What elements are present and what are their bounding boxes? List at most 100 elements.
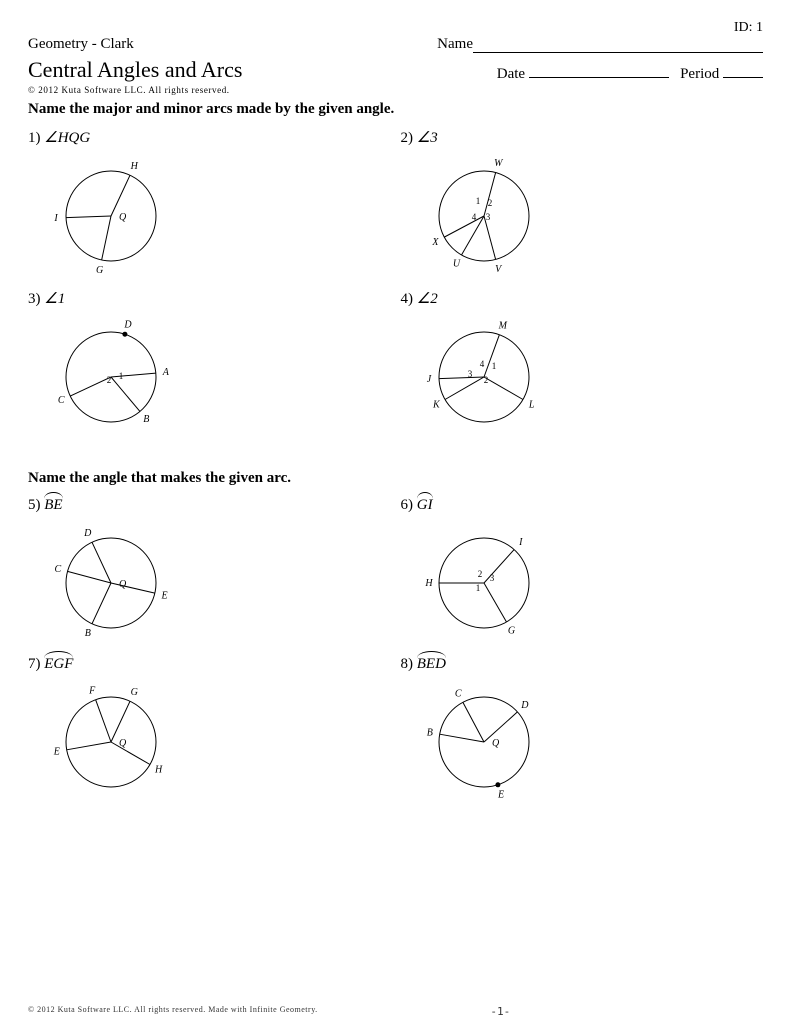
figure-2: WXUV1234 xyxy=(421,153,764,279)
problem-8-arc-text: BED xyxy=(417,656,446,672)
svg-text:2: 2 xyxy=(477,569,482,579)
problem-1-label: 1) HQG xyxy=(28,128,391,147)
svg-text:D: D xyxy=(83,528,92,539)
svg-text:K: K xyxy=(432,400,441,411)
problem-2-angle: 3 xyxy=(417,130,438,146)
svg-text:D: D xyxy=(520,700,529,711)
svg-text:D: D xyxy=(123,320,132,331)
worksheet-page: ID: 1 Geometry - Clark Name Central Angl… xyxy=(0,0,791,1024)
problems-grid-1: 1) HQG HIGQ 2) 3 WXUV1234 3) 1 DABC12 4) xyxy=(28,118,763,440)
svg-text:1: 1 xyxy=(491,361,496,371)
problem-3: 3) 1 DABC12 xyxy=(28,289,391,440)
svg-text:B: B xyxy=(426,727,432,738)
name-label: Name xyxy=(437,36,473,53)
footer-copyright: © 2012 Kuta Software LLC. All rights res… xyxy=(28,1005,318,1018)
section2-heading: Name the angle that makes the given arc. xyxy=(28,470,763,487)
date-label: Date xyxy=(497,66,525,82)
svg-text:Q: Q xyxy=(119,212,127,223)
svg-text:Q: Q xyxy=(492,738,500,749)
figure-8: C B D E Q xyxy=(421,679,764,805)
problem-7-label: 7) EGF xyxy=(28,656,391,673)
problem-7-arc-text: EGF xyxy=(44,656,73,672)
svg-text:2: 2 xyxy=(483,375,488,385)
problem-1: 1) HQG H I G Q xyxy=(28,128,391,279)
svg-text:4: 4 xyxy=(479,359,484,369)
problem-6-label: 6) GI xyxy=(401,497,764,514)
svg-text:2: 2 xyxy=(107,375,112,385)
svg-text:C: C xyxy=(58,395,65,406)
problem-5-arc: BE xyxy=(44,497,62,514)
svg-text:3: 3 xyxy=(485,212,490,222)
problem-7-num: 7) xyxy=(28,656,41,672)
svg-text:X: X xyxy=(431,237,439,248)
problem-5-label: 5) BE xyxy=(28,497,391,514)
problem-2-label: 2) 3 xyxy=(401,128,764,147)
svg-text:I: I xyxy=(53,213,58,224)
svg-text:Q: Q xyxy=(119,579,127,590)
problem-7: 7) EGF FGEHQ xyxy=(28,656,391,805)
problem-4-num: 4) xyxy=(401,291,414,307)
svg-text:B: B xyxy=(85,628,91,639)
problem-5-arc-text: BE xyxy=(44,497,62,513)
problem-2: 2) 3 WXUV1234 xyxy=(401,128,764,279)
figure-1: H I G Q xyxy=(48,153,391,279)
svg-text:C: C xyxy=(454,688,461,699)
svg-text:E: E xyxy=(161,590,168,601)
section1-heading: Name the major and minor arcs made by th… xyxy=(28,101,763,118)
svg-text:W: W xyxy=(494,158,504,169)
problem-4-label: 4) 2 xyxy=(401,289,764,308)
problems-grid-2: 5) BE DCBEQ 6) GI IHG123 7) EGF FGEHQ 8) xyxy=(28,487,763,805)
svg-text:B: B xyxy=(143,414,149,425)
problem-1-num: 1) xyxy=(28,130,41,146)
problem-6: 6) GI I H G 1 23 xyxy=(401,497,764,646)
svg-text:V: V xyxy=(495,264,503,275)
name-blank[interactable] xyxy=(473,38,763,53)
problem-1-angle: HQG xyxy=(44,130,90,146)
figure-7: FGEHQ xyxy=(48,679,391,805)
figure-5: DCBEQ xyxy=(48,520,391,646)
problem-6-arc-text: GI xyxy=(417,497,433,513)
problem-2-num: 2) xyxy=(401,130,414,146)
svg-text:E: E xyxy=(496,789,503,800)
problem-3-num: 3) xyxy=(28,291,41,307)
svg-text:H: H xyxy=(130,161,139,172)
svg-text:3: 3 xyxy=(467,369,472,379)
problem-8-arc: BED xyxy=(417,656,446,673)
svg-text:J: J xyxy=(426,374,431,385)
problem-8-label: 8) BED xyxy=(401,656,764,673)
svg-text:3: 3 xyxy=(489,573,494,583)
period-label: Period xyxy=(680,66,719,82)
problem-3-angle: 1 xyxy=(44,291,65,307)
figure-3: DABC12 xyxy=(48,314,391,440)
svg-text:1: 1 xyxy=(475,196,480,206)
date-blank[interactable] xyxy=(529,63,669,78)
svg-text:H: H xyxy=(154,765,163,776)
problem-4-angle: 2 xyxy=(417,291,438,307)
page-number: -1- xyxy=(490,1005,510,1018)
problem-4: 4) 2 MJKL1234 xyxy=(401,289,764,440)
svg-text:4: 4 xyxy=(471,212,476,222)
header-row: Geometry - Clark Name xyxy=(28,36,763,53)
svg-text:I: I xyxy=(518,537,523,548)
figure-6: I H G 1 23 xyxy=(421,520,764,646)
period-blank[interactable] xyxy=(723,63,763,78)
svg-text:Q: Q xyxy=(119,738,127,749)
problem-8-num: 8) xyxy=(401,656,414,672)
problem-3-label: 3) 1 xyxy=(28,289,391,308)
svg-text:1: 1 xyxy=(119,371,124,381)
svg-text:G: G xyxy=(96,265,103,276)
problem-5-num: 5) xyxy=(28,497,41,513)
problem-5: 5) BE DCBEQ xyxy=(28,497,391,646)
name-field: Name xyxy=(437,36,763,53)
svg-text:H: H xyxy=(424,578,433,589)
problem-6-num: 6) xyxy=(401,497,414,513)
svg-text:E: E xyxy=(53,747,60,758)
svg-text:G: G xyxy=(131,687,138,698)
svg-text:L: L xyxy=(527,400,534,411)
svg-text:M: M xyxy=(497,320,507,331)
footer: © 2012 Kuta Software LLC. All rights res… xyxy=(0,1005,791,1018)
svg-text:G: G xyxy=(507,626,514,637)
svg-text:1: 1 xyxy=(475,583,480,593)
svg-text:U: U xyxy=(452,259,460,270)
figure-4: M J K L 12 34 xyxy=(421,314,764,440)
